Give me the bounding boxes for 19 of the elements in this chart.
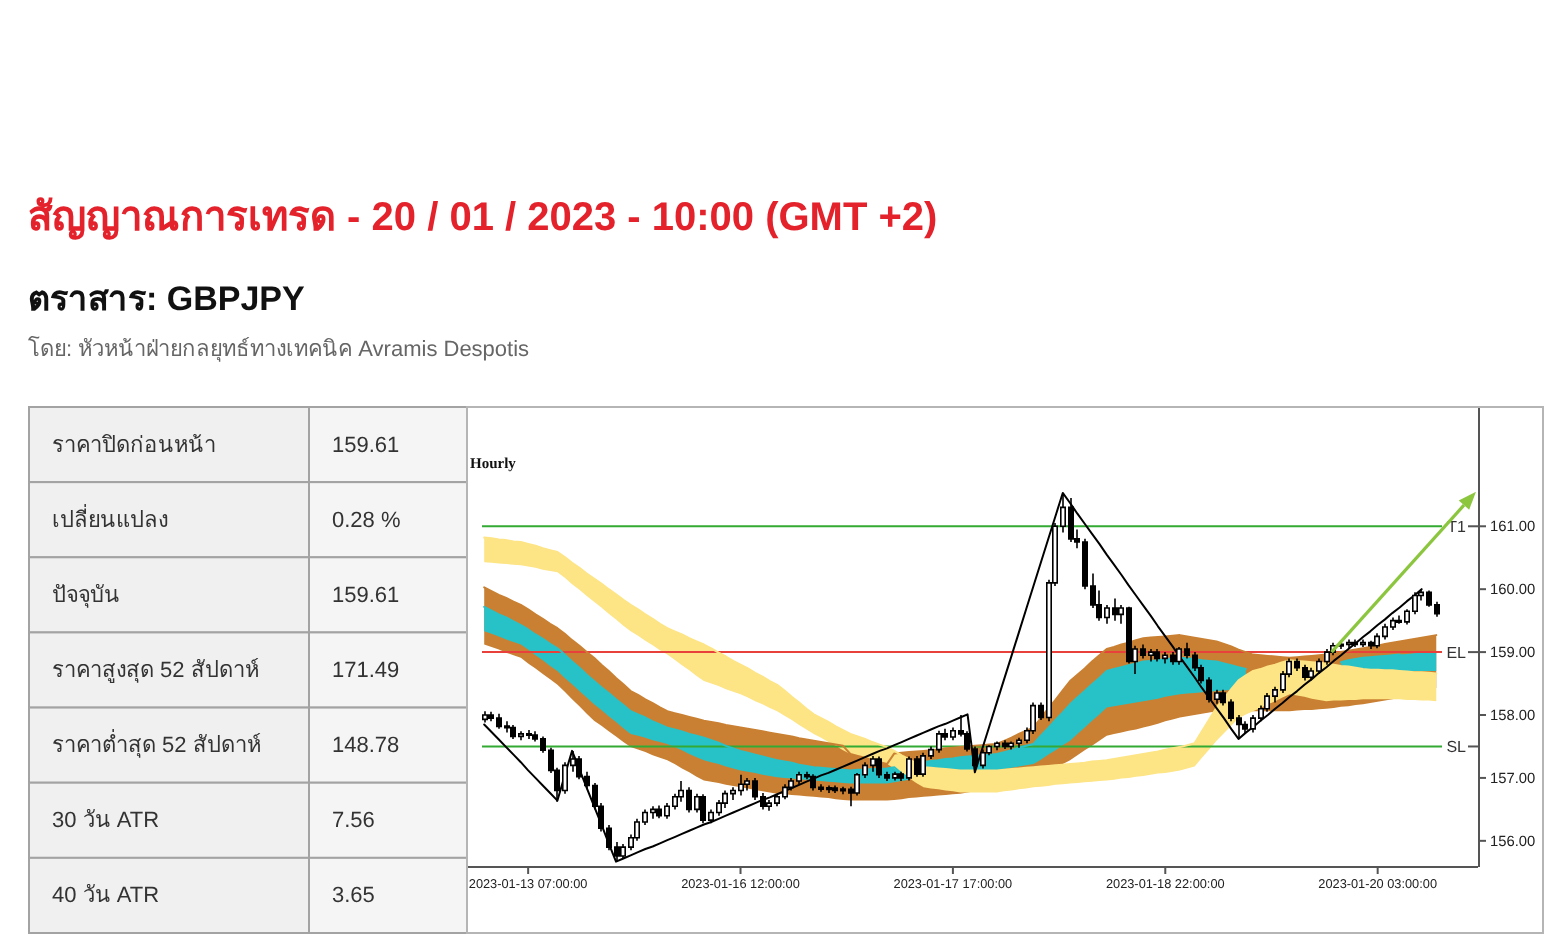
text: 148.78: [332, 734, 400, 759]
text: 171.49: [332, 659, 400, 683]
category-label: เปลี่ยนแปลง: [52, 502, 168, 533]
text: 0.28 %: [332, 508, 401, 533]
category-label: ปัจจุบัน: [52, 583, 120, 608]
category-label: 30 วัน ATR: [52, 809, 160, 834]
ref-line-label: EL: [1446, 644, 1468, 663]
text: โดย: หัวหน้าฝ่ายกลยุทธ์ทางเทคนิค Avramis Despotis: [28, 334, 531, 362]
category-label: ราคาปิดก่อนหน้า: [52, 433, 216, 458]
text: สัญญาณการเทรด - 20 / 01 / 2023 - 10:00 (GMT +2): [28, 196, 938, 240]
category-label: 40 วัน ATR: [52, 884, 160, 909]
category-label: ราคาสูงสุด 52 สัปดาห์: [52, 657, 259, 683]
text: 3.65: [332, 884, 375, 909]
text: ตราสาร: GBPJPY: [28, 280, 307, 318]
category-label: ราคาต่ำสุด 52 สัปดาห์: [52, 728, 261, 759]
ref-line-label: SL: [1446, 738, 1468, 757]
text: 159.61: [332, 433, 400, 458]
text: 7.56: [332, 809, 375, 834]
text: 159.61: [332, 583, 400, 608]
